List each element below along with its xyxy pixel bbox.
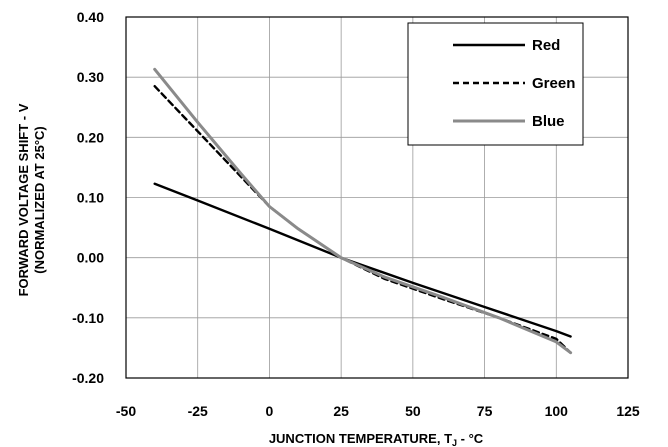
x-axis-label-tail: - °C [457, 431, 484, 446]
x-tick-label: 100 [545, 403, 569, 419]
legend-label-green: Green [532, 75, 575, 92]
x-tick-label: 25 [333, 403, 349, 419]
y-tick-label: 0.40 [77, 9, 104, 25]
series-layer [153, 67, 573, 355]
y-tick-label: -0.20 [72, 370, 104, 386]
x-tick-label: -50 [116, 403, 136, 419]
x-axis-label-main: JUNCTION TEMPERATURE, T [269, 431, 452, 446]
legend: Red Green Blue [407, 22, 584, 146]
x-tick-label: -25 [188, 403, 208, 419]
x-tick-label: 50 [405, 403, 421, 419]
plot-area [125, 16, 629, 379]
y-axis-label-line2: (NORMALIZED AT 25°C) [32, 126, 47, 273]
x-axis-label-subscript: J [452, 438, 457, 447]
y-tick-label: 0.10 [77, 190, 104, 206]
y-tick-label: 0.20 [77, 129, 104, 145]
y-axis-ticks: 0.40 0.30 0.20 0.10 0.00 -0.10 -0.20 [72, 9, 104, 386]
x-tick-label: 0 [266, 403, 274, 419]
series-line-blue [153, 67, 573, 355]
x-tick-label: 75 [477, 403, 493, 419]
y-tick-label: 0.00 [77, 250, 104, 266]
series-line-red [153, 182, 572, 338]
legend-label-red: Red [532, 37, 560, 54]
x-tick-label: 125 [616, 403, 640, 419]
legend-label-blue: Blue [532, 113, 565, 130]
y-axis-label-line1: FORWARD VOLTAGE SHIFT - V [16, 103, 31, 296]
y-tick-label: -0.10 [72, 310, 104, 326]
y-axis-label: FORWARD VOLTAGE SHIFT - V (NORMALIZED AT… [16, 103, 47, 296]
x-axis-ticks: -50 -25 0 25 50 75 100 125 [116, 403, 640, 419]
y-tick-label: 0.30 [77, 69, 104, 85]
x-axis-label: JUNCTION TEMPERATURE, TJ - °C [269, 431, 484, 447]
